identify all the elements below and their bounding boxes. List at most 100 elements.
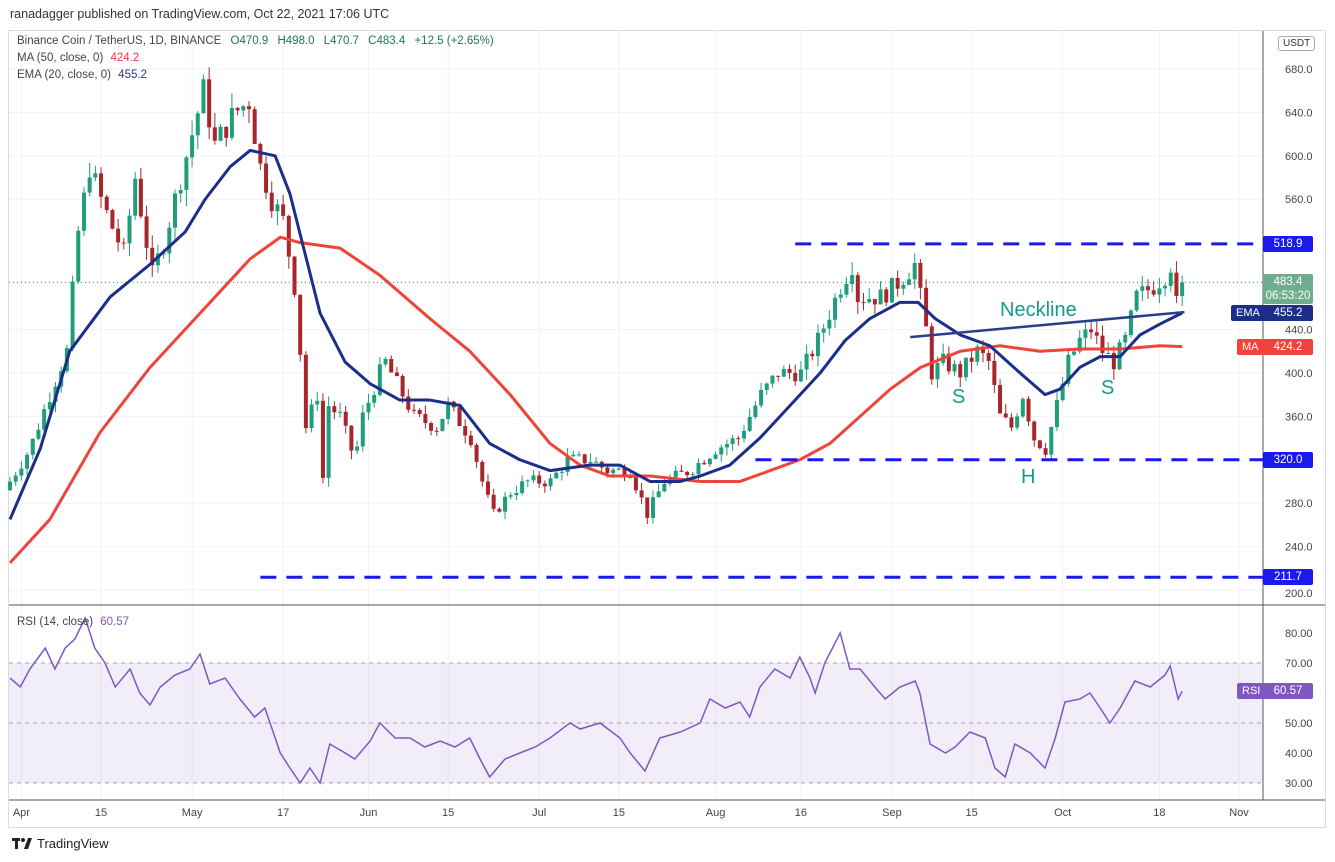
candle-body (1128, 310, 1133, 336)
candle-body (1157, 288, 1162, 295)
candle-body (1072, 351, 1077, 355)
candle-body (645, 497, 650, 518)
candle-body (229, 107, 234, 138)
candle-body (662, 483, 667, 492)
candle-body (474, 444, 479, 462)
candle-body (497, 508, 502, 512)
candle-body (1003, 413, 1008, 418)
brand-name: TradingView (37, 836, 109, 851)
candle-body (736, 438, 741, 440)
candle-body (628, 477, 633, 479)
time-tick-label: 15 (613, 807, 625, 819)
candle-body (1066, 354, 1071, 384)
candle-body (423, 413, 428, 424)
candle-body (1180, 282, 1185, 296)
candle-body (161, 253, 166, 255)
resistance-price-label: 518.9 (1263, 236, 1313, 252)
candle-body (855, 275, 860, 303)
candle-body (389, 358, 394, 373)
price-tick-label: 400.0 (1285, 368, 1313, 380)
candle-body (742, 430, 747, 439)
low-value: L470.7 (323, 35, 359, 47)
candle-body (554, 472, 559, 479)
candle-body (315, 400, 320, 405)
candle-body (338, 411, 343, 413)
footer-brand[interactable]: TradingView (12, 836, 109, 851)
candle-body (918, 262, 923, 288)
candle-body (349, 425, 354, 451)
chart-frame (8, 30, 1326, 828)
candle-body (992, 360, 997, 386)
candle-body (70, 281, 75, 349)
candle-body (1026, 398, 1031, 422)
candle-body (895, 277, 900, 289)
legend-rsi-row[interactable]: RSI (14, close) 60.57 (17, 616, 129, 628)
candle-body (383, 358, 388, 365)
candle-body (781, 369, 786, 377)
symbol-label: Binance Coin / TetherUS, 1D, BINANCE (17, 35, 222, 47)
candle-body (1123, 335, 1128, 343)
candle-body (594, 461, 599, 463)
candle-body (821, 328, 826, 333)
price-tick-label: 440.0 (1285, 324, 1313, 336)
candle-body (36, 429, 41, 439)
candle-body (25, 454, 30, 469)
candle-body (30, 438, 35, 455)
candle-body (457, 407, 462, 427)
candle-body (235, 107, 240, 111)
candle-body (269, 192, 274, 212)
candle-body (246, 106, 251, 110)
candle-body (1151, 290, 1156, 295)
candle-body (844, 283, 849, 295)
candle-body (343, 411, 348, 426)
legend-ema-row[interactable]: EMA (20, close, 0) 455.2 (17, 69, 147, 81)
candle-body (685, 471, 690, 476)
rsi-line (9, 615, 1183, 785)
candle-body (116, 228, 121, 243)
candle-body (605, 467, 610, 474)
candle-body (87, 177, 92, 193)
candle-body (1089, 329, 1094, 333)
ema-tag: EMA (1231, 305, 1265, 321)
candle-body (303, 354, 308, 429)
candle-body (838, 294, 843, 298)
candle-body (485, 481, 490, 495)
candle-body (1163, 285, 1168, 289)
candle-body (224, 126, 229, 138)
candle-body (713, 454, 718, 459)
candle-body (195, 113, 200, 136)
candle-body (770, 375, 775, 384)
candle-body (1140, 286, 1145, 291)
rsi-tick-label: 80.00 (1285, 628, 1313, 640)
candle-body (150, 247, 155, 266)
candle-body (1134, 290, 1139, 311)
candle-body (440, 418, 445, 431)
candle-body (889, 277, 894, 303)
ema20-line (8, 148, 1183, 521)
candle-body (673, 470, 678, 478)
candle-body (815, 332, 820, 357)
candle-body (531, 475, 536, 481)
rsi-tick-label: 40.00 (1285, 748, 1313, 760)
candle-body (13, 475, 18, 482)
candle-body (998, 385, 1003, 414)
candle-body (417, 409, 422, 414)
candle-body (639, 490, 644, 498)
legend-ma-row[interactable]: MA (50, close, 0) 424.2 (17, 52, 139, 64)
candle-body (1020, 398, 1025, 417)
candle-body (1049, 427, 1054, 455)
neckline-annotation: Neckline (1000, 299, 1077, 321)
legend-symbol-row: Binance Coin / TetherUS, 1D, BINANCE O47… (17, 35, 494, 47)
candle-body (878, 289, 883, 305)
time-tick-label: Oct (1054, 807, 1071, 819)
candle-body (207, 79, 212, 128)
candle-body (104, 196, 109, 211)
candle-body (963, 357, 968, 378)
candle-body (110, 210, 115, 229)
candle-body (355, 446, 360, 451)
candle-body (99, 173, 104, 197)
currency-badge[interactable]: USDT (1278, 36, 1316, 51)
candle-body (861, 302, 866, 304)
candle-body (901, 284, 906, 289)
